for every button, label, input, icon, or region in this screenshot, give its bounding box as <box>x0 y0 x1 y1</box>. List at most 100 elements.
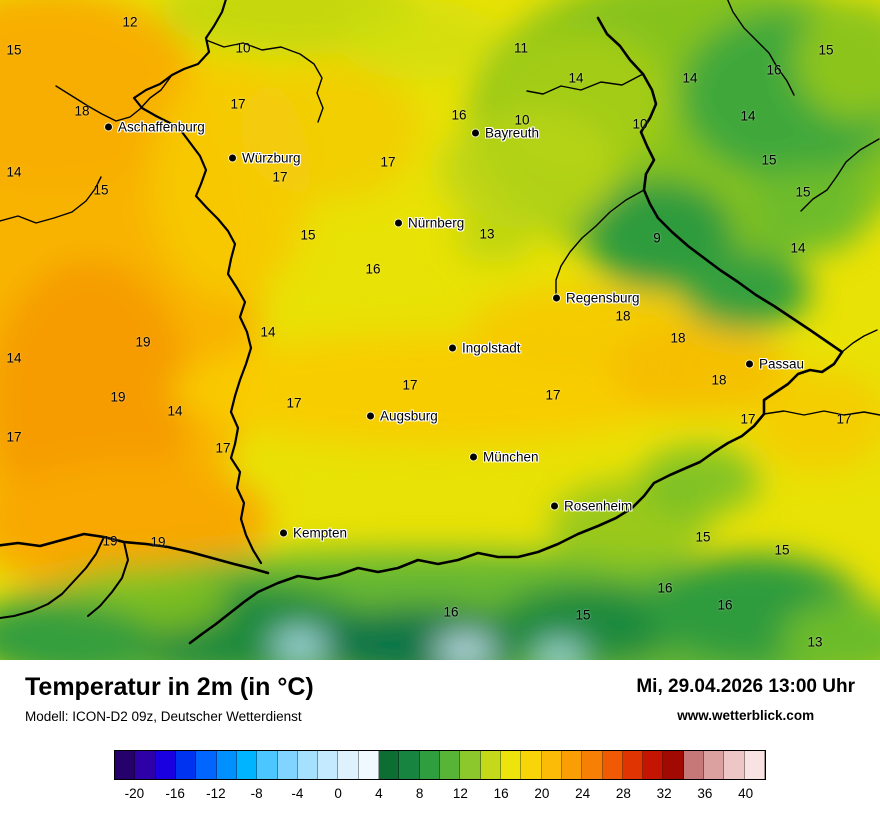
city-marker: Regensburg <box>553 291 640 306</box>
temperature-value: 18 <box>711 372 727 388</box>
temperature-value: 14 <box>682 70 698 86</box>
legend-segment <box>358 751 380 779</box>
border-lines <box>0 0 880 645</box>
temperature-value: 17 <box>230 96 246 112</box>
temperature-value: 17 <box>836 411 852 427</box>
temperature-value: 9 <box>653 230 661 246</box>
temperature-value: 15 <box>575 607 591 623</box>
forecast-datetime: Mi, 29.04.2026 13:00 Uhr <box>636 676 855 697</box>
model-info: Modell: ICON-D2 09z, Deutscher Wetterdie… <box>25 709 302 724</box>
legend-segment <box>318 751 339 779</box>
temperature-value: 13 <box>807 634 823 650</box>
temperature-value: 14 <box>260 324 276 340</box>
legend-tick-label: 0 <box>334 786 342 801</box>
city-marker: Passau <box>746 357 804 372</box>
city-dot-icon <box>470 453 477 461</box>
city-marker: Würzburg <box>229 151 301 166</box>
legend-segment <box>257 751 278 779</box>
legend-tick-label: 4 <box>375 786 383 801</box>
city-dot-icon <box>472 129 479 137</box>
temperature-value: 18 <box>615 308 631 324</box>
temperature-value: 14 <box>6 350 22 366</box>
legend-tick-label: 28 <box>615 786 631 801</box>
legend-ticks: -20 -16 -12 -8 -4 0 4 8 12 16 20 24 28 32 36 40 <box>114 784 766 808</box>
czech-border <box>596 16 844 354</box>
temperature-value: 13 <box>479 226 495 242</box>
hessen-border <box>55 74 173 122</box>
legend-tick-label: 16 <box>493 786 509 801</box>
city-label: Nürnberg <box>408 215 465 231</box>
legend-segment <box>399 751 420 779</box>
legend-segment <box>419 751 440 779</box>
temperature-value: 15 <box>774 542 790 558</box>
temperature-value: 16 <box>451 107 467 123</box>
footer-right: Mi, 29.04.2026 13:00 Uhr www.wetterblick… <box>636 673 855 723</box>
city-dot-icon <box>395 219 402 227</box>
city-dot-icon <box>105 123 112 131</box>
temperature-value: 17 <box>215 440 231 456</box>
temperature-value: 15 <box>300 227 316 243</box>
legend-segment <box>683 751 705 779</box>
legend-segment <box>663 751 684 779</box>
city-marker: Aschaffenburg <box>105 120 205 135</box>
bavaria-west-border <box>132 0 263 565</box>
district-line-west <box>0 176 102 224</box>
city-marker: Ingolstadt <box>449 341 521 356</box>
temperature-value: 15 <box>695 529 711 545</box>
temperature-value: 17 <box>6 429 22 445</box>
legend-segment <box>704 751 725 779</box>
legend-bar <box>114 750 766 780</box>
temperature-field <box>0 0 880 660</box>
legend-segment <box>500 751 522 779</box>
temperature-value: 17 <box>380 154 396 170</box>
temperature-value: 15 <box>6 42 22 58</box>
legend-segment <box>561 751 583 779</box>
legend-segment <box>440 751 461 779</box>
city-marker: Kempten <box>280 526 347 541</box>
legend-segment <box>643 751 664 779</box>
legend-segment <box>379 751 400 779</box>
legend-tick-label: -20 <box>124 786 145 801</box>
district-line-east1 <box>841 329 878 353</box>
city-label: Ingolstadt <box>462 340 521 356</box>
temperature-value: 10 <box>235 40 251 56</box>
city-label: Aschaffenburg <box>118 119 205 135</box>
temperature-value: 17 <box>402 377 418 393</box>
temperature-value: 17 <box>272 169 288 185</box>
austria-border <box>188 350 844 645</box>
temperature-value: 15 <box>93 182 109 198</box>
legend-tick-label: -12 <box>206 786 226 801</box>
legend-segment <box>622 751 644 779</box>
legend-segment <box>196 751 217 779</box>
district-line-northeast1 <box>526 73 644 95</box>
temperature-value: 18 <box>670 330 686 346</box>
temperature-value: 19 <box>110 389 126 405</box>
temperature-value: 16 <box>766 62 782 78</box>
city-label: Kempten <box>293 525 348 541</box>
temperature-value: 16 <box>443 604 459 620</box>
city-label: Würzburg <box>242 150 301 166</box>
city-marker: Augsburg <box>367 409 438 424</box>
legend-tick-label: 12 <box>452 786 468 801</box>
legend-segment <box>236 751 258 779</box>
legend-tick-label: 36 <box>697 786 713 801</box>
city-marker: Nürnberg <box>395 216 464 231</box>
map-title: Temperatur in 2m (in °C) <box>25 673 314 701</box>
legend-segment <box>744 751 765 779</box>
legend-segment <box>135 751 156 779</box>
legend-tick-label: 32 <box>656 786 672 801</box>
legend-segment <box>724 751 745 779</box>
legend-segment <box>297 751 319 779</box>
map-canvas <box>0 0 880 660</box>
temperature-map: 12 15 10 11 15 14 14 16 18 17 16 10 10 14 15 14 15 17 17 15… <box>0 0 880 660</box>
legend-segment <box>115 751 136 779</box>
city-marker: München <box>470 450 539 465</box>
legend-segment <box>582 751 603 779</box>
legend-tick-label: 40 <box>738 786 754 801</box>
allgaeu-border <box>0 536 105 619</box>
temperature-value: 11 <box>513 40 529 56</box>
website-text: www.wetterblick.com <box>677 708 815 723</box>
district-line-topright2 <box>800 138 880 212</box>
legend-segment <box>216 751 237 779</box>
